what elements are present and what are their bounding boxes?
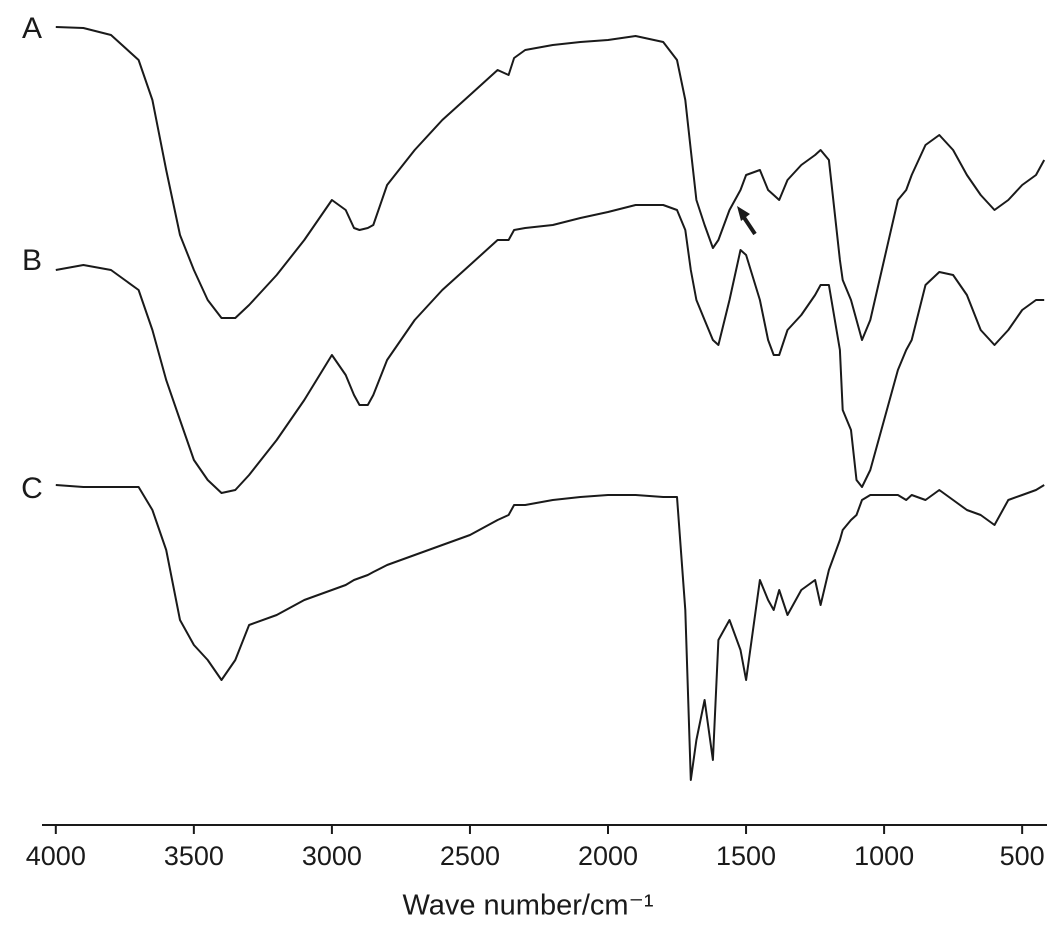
arrow-annotation: [737, 206, 757, 236]
x-axis-title: Wave number/cm⁻¹: [402, 890, 653, 922]
spectrum-line: [55, 204, 1045, 494]
series-label: A: [22, 12, 42, 45]
x-tick-label: 1000: [854, 841, 914, 871]
x-tick-label: 4000: [26, 841, 86, 871]
x-tick-label: 3000: [302, 841, 362, 871]
x-tick-label: 1500: [716, 841, 776, 871]
x-tick-label: 3500: [164, 841, 224, 871]
series-label: C: [21, 472, 43, 505]
spectrum-line: [55, 26, 1046, 341]
series-label: B: [22, 244, 42, 277]
spectrum-line: [55, 484, 1045, 781]
x-tick-label: 500: [1000, 841, 1045, 871]
x-tick-label: 2000: [578, 841, 638, 871]
x-tick-label: 2500: [440, 841, 500, 871]
